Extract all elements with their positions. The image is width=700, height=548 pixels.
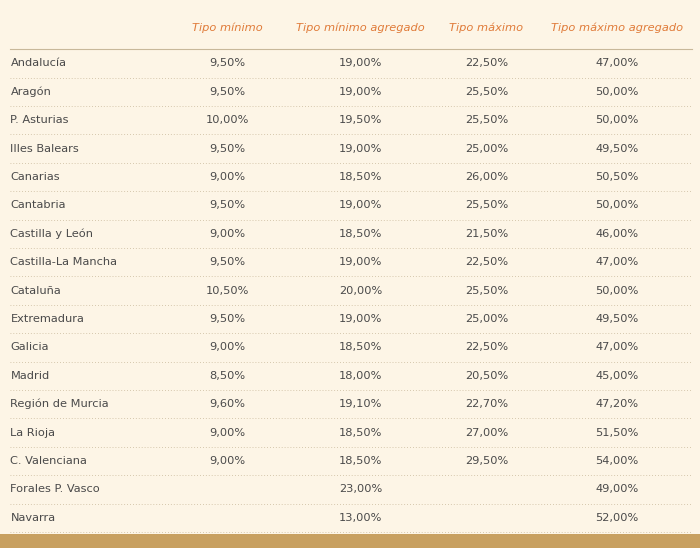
Text: 18,00%: 18,00%: [339, 371, 382, 381]
Text: 19,00%: 19,00%: [339, 58, 382, 68]
Text: Madrid: Madrid: [10, 371, 50, 381]
Text: 9,00%: 9,00%: [209, 456, 246, 466]
Text: 20,00%: 20,00%: [339, 286, 382, 295]
Text: 51,50%: 51,50%: [596, 427, 639, 438]
Text: 50,50%: 50,50%: [596, 172, 639, 182]
Text: 9,50%: 9,50%: [209, 201, 246, 210]
Text: 20,50%: 20,50%: [465, 371, 508, 381]
Text: 26,00%: 26,00%: [465, 172, 508, 182]
Text: 49,50%: 49,50%: [596, 314, 639, 324]
Text: 27,00%: 27,00%: [465, 427, 508, 438]
Text: C. Valenciana: C. Valenciana: [10, 456, 88, 466]
Text: 25,50%: 25,50%: [465, 115, 508, 125]
Text: 50,00%: 50,00%: [596, 115, 639, 125]
Text: Castilla y León: Castilla y León: [10, 229, 94, 239]
Text: Andalucía: Andalucía: [10, 58, 66, 68]
Bar: [0, 534, 700, 548]
Text: 21,50%: 21,50%: [465, 229, 508, 239]
Text: 8,50%: 8,50%: [209, 371, 246, 381]
Text: 9,00%: 9,00%: [209, 427, 246, 438]
Text: 18,50%: 18,50%: [339, 456, 382, 466]
Text: 52,00%: 52,00%: [596, 513, 639, 523]
Text: 19,00%: 19,00%: [339, 257, 382, 267]
Text: Extremadura: Extremadura: [10, 314, 85, 324]
Text: Región de Murcia: Región de Murcia: [10, 399, 109, 409]
Text: 22,50%: 22,50%: [465, 342, 508, 352]
Text: 9,50%: 9,50%: [209, 144, 246, 153]
Text: 25,50%: 25,50%: [465, 286, 508, 295]
Text: 46,00%: 46,00%: [596, 229, 639, 239]
Text: 47,00%: 47,00%: [596, 58, 639, 68]
Text: Cantabria: Cantabria: [10, 201, 66, 210]
Text: 9,60%: 9,60%: [209, 399, 246, 409]
Text: Tipo máximo agregado: Tipo máximo agregado: [551, 22, 683, 33]
Text: 18,50%: 18,50%: [339, 172, 382, 182]
Text: 45,00%: 45,00%: [596, 371, 639, 381]
Text: 49,00%: 49,00%: [596, 484, 639, 494]
Text: P. Asturias: P. Asturias: [10, 115, 69, 125]
Text: 9,50%: 9,50%: [209, 58, 246, 68]
Text: 19,00%: 19,00%: [339, 87, 382, 97]
Text: 22,50%: 22,50%: [465, 257, 508, 267]
Text: 18,50%: 18,50%: [339, 229, 382, 239]
Text: 25,50%: 25,50%: [465, 87, 508, 97]
Text: 13,00%: 13,00%: [339, 513, 382, 523]
Text: 50,00%: 50,00%: [596, 286, 639, 295]
Text: 19,10%: 19,10%: [339, 399, 382, 409]
Text: 25,00%: 25,00%: [465, 144, 508, 153]
Text: 22,70%: 22,70%: [465, 399, 508, 409]
Text: 18,50%: 18,50%: [339, 427, 382, 438]
Text: 50,00%: 50,00%: [596, 87, 639, 97]
Text: 9,50%: 9,50%: [209, 314, 246, 324]
Text: Tipo mínimo: Tipo mínimo: [192, 22, 263, 33]
Text: 9,00%: 9,00%: [209, 172, 246, 182]
Text: Castilla-La Mancha: Castilla-La Mancha: [10, 257, 118, 267]
Text: 9,00%: 9,00%: [209, 342, 246, 352]
Text: 19,00%: 19,00%: [339, 314, 382, 324]
Text: 47,00%: 47,00%: [596, 257, 639, 267]
Text: 9,50%: 9,50%: [209, 87, 246, 97]
Text: 18,50%: 18,50%: [339, 342, 382, 352]
Text: 9,00%: 9,00%: [209, 229, 246, 239]
Text: 10,50%: 10,50%: [206, 286, 249, 295]
Text: 23,00%: 23,00%: [339, 484, 382, 494]
Text: 19,00%: 19,00%: [339, 201, 382, 210]
Text: Cataluña: Cataluña: [10, 286, 62, 295]
Text: 25,00%: 25,00%: [465, 314, 508, 324]
Text: Canarias: Canarias: [10, 172, 60, 182]
Text: Tipo mínimo agregado: Tipo mínimo agregado: [296, 22, 425, 33]
Text: 29,50%: 29,50%: [465, 456, 508, 466]
Text: Illes Balears: Illes Balears: [10, 144, 79, 153]
Text: 47,20%: 47,20%: [596, 399, 639, 409]
Text: 19,00%: 19,00%: [339, 144, 382, 153]
Text: 54,00%: 54,00%: [596, 456, 639, 466]
Text: 9,50%: 9,50%: [209, 257, 246, 267]
Text: 25,50%: 25,50%: [465, 201, 508, 210]
Text: Aragón: Aragón: [10, 87, 51, 97]
Text: La Rioja: La Rioja: [10, 427, 55, 438]
Text: 50,00%: 50,00%: [596, 201, 639, 210]
Text: 10,00%: 10,00%: [206, 115, 249, 125]
Text: Tipo máximo: Tipo máximo: [449, 22, 524, 33]
Text: 49,50%: 49,50%: [596, 144, 639, 153]
Text: Forales P. Vasco: Forales P. Vasco: [10, 484, 100, 494]
Text: 47,00%: 47,00%: [596, 342, 639, 352]
Text: Galicia: Galicia: [10, 342, 49, 352]
Text: 19,50%: 19,50%: [339, 115, 382, 125]
Text: 22,50%: 22,50%: [465, 58, 508, 68]
Text: Navarra: Navarra: [10, 513, 55, 523]
